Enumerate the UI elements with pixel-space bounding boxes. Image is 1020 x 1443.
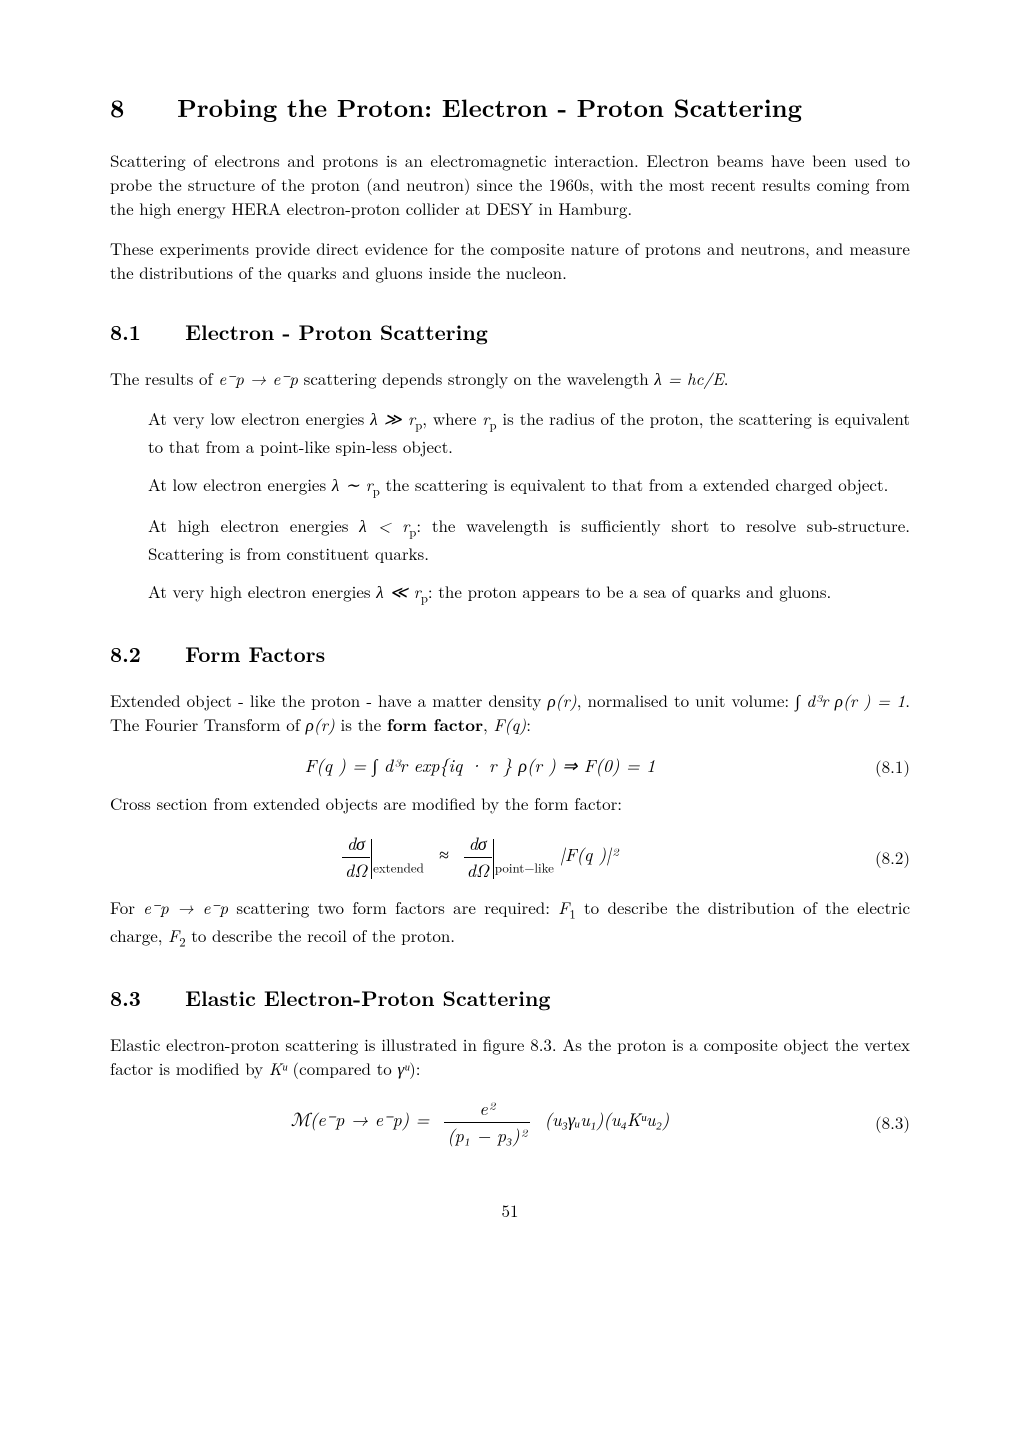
text: , where [422, 406, 482, 430]
section-title: 8 Probing the Proton: Electron - Proton … [110, 90, 910, 126]
math-inline: e⁻p → e⁻p [218, 366, 298, 390]
text: (compared to [287, 1056, 398, 1080]
text: scattering two form factors are required… [228, 895, 558, 919]
math: λ ≪ r [376, 579, 421, 603]
math-inline: F1 [558, 895, 575, 919]
math: λ < r [359, 513, 409, 537]
text: . [724, 366, 729, 390]
text: At high electron energies [148, 513, 359, 537]
subsection-8-1-title: 8.1 Electron - Proton Scattering [110, 318, 910, 348]
s81-bullet-3: At high electron energies λ < rp: the wa… [148, 513, 910, 565]
math-inline: F2 [168, 923, 185, 947]
text: The results of [110, 366, 218, 390]
math-inline: e⁻p → e⁻p [143, 895, 228, 919]
math-inline: F(q) [493, 712, 526, 736]
math-inline: rp [482, 406, 496, 430]
section-number: 8 [110, 90, 124, 125]
numerator: dσ [342, 831, 370, 858]
text: is the [335, 712, 387, 736]
text: At very high electron energies [148, 579, 376, 603]
math-inline: λ ≫ rp [370, 406, 422, 430]
s81-lead: The results of e⁻p → e⁻p scattering depe… [110, 366, 910, 390]
subsection-8-2-title: 8.2 Form Factors [110, 640, 910, 670]
fraction: dσ dΩ [342, 831, 370, 883]
text: to describe the recoil of the proton. [186, 923, 455, 947]
s82-paragraph-3: For e⁻p → e⁻p scattering two form factor… [110, 895, 910, 950]
math-lhs: ℳ(e⁻p → e⁻p) = [291, 1107, 430, 1132]
text: ): [409, 1056, 420, 1080]
page-number: 51 [110, 1198, 910, 1222]
math: F [168, 923, 179, 947]
numerator: e² [444, 1096, 529, 1123]
math-inline: λ = hc/E [654, 366, 723, 390]
math-rhs: (u₃γᵤu₁)(u₄Kᵘu₂) [545, 1107, 670, 1132]
subscript-label: point−like [495, 858, 554, 877]
text: Elastic electron-proton scattering is il… [110, 1032, 910, 1080]
text: At very low electron energies [148, 406, 370, 430]
equation-8-3: ℳ(e⁻p → e⁻p) = e² (p₁ − p₃)² (u₃γᵤu₁)(u₄… [110, 1096, 910, 1148]
s81-bullet-4: At very high electron energies λ ≪ rp: t… [148, 579, 910, 606]
math-inline: γᵘ [397, 1056, 409, 1080]
math-inline: Kᵘ [269, 1056, 287, 1080]
equation-8-1: F(q⃗ ) = ∫ d³r⃗ exp{iq⃗ · r⃗ } ρ(r⃗ ) ⇒ … [110, 753, 910, 779]
eval-bar [371, 839, 372, 879]
math-inline: ρ(r) [306, 712, 335, 736]
text: scattering depends strongly on the wavel… [298, 366, 654, 390]
math-inline: ∫ d³r⃗ ρ(r⃗ ) = 1 [795, 688, 905, 712]
math: F [558, 895, 569, 919]
denominator: (p₁ − p₃)² [444, 1123, 529, 1149]
s83-paragraph-1: Elastic electron-proton scattering is il… [110, 1032, 910, 1080]
subsection-number: 8.2 [110, 639, 141, 669]
math-inline: λ < rp [359, 513, 416, 537]
bold-term: form factor [387, 713, 483, 737]
section-text: Probing the Proton: Electron - Proton Sc… [177, 90, 802, 125]
equation-body: dσ dΩ extended ≈ dσ dΩ point−like |F(q⃗ … [110, 831, 850, 883]
equation-body: F(q⃗ ) = ∫ d³r⃗ exp{iq⃗ · r⃗ } ρ(r⃗ ) ⇒ … [110, 753, 850, 779]
subsection-text: Form Factors [185, 639, 325, 669]
subscript: p [421, 588, 428, 606]
numerator: dσ [464, 831, 492, 858]
equation-number: (8.3) [850, 1110, 910, 1134]
math-inline: ρ(r) [547, 688, 576, 712]
intro-paragraph-1: Scattering of electrons and protons is a… [110, 148, 910, 220]
text: : the proton appears to be a sea of quar… [428, 579, 831, 603]
subsection-text: Elastic Electron-Proton Scattering [185, 983, 550, 1013]
s81-bullet-2: At low electron energies λ ∼ rp the scat… [148, 472, 910, 499]
subsection-text: Electron - Proton Scattering [185, 317, 488, 347]
text: Extended object - like the proton - have… [110, 688, 547, 712]
text: , [483, 712, 493, 736]
text: At low electron energies [148, 472, 332, 496]
equation-body: ℳ(e⁻p → e⁻p) = e² (p₁ − p₃)² (u₃γᵤu₁)(u₄… [110, 1096, 850, 1148]
math: λ ∼ r [332, 472, 373, 496]
eval-bar [493, 839, 494, 879]
subsection-8-3-title: 8.3 Elastic Electron-Proton Scattering [110, 984, 910, 1014]
text: the scattering is equivalent to that fro… [380, 472, 888, 496]
subscript: p [489, 415, 496, 433]
approx-symbol: ≈ [439, 842, 449, 867]
equation-number: (8.1) [850, 754, 910, 778]
equation-number: (8.2) [850, 845, 910, 869]
s82-paragraph-1: Extended object - like the proton - have… [110, 688, 910, 737]
text: , normalised to unit volume: [577, 688, 795, 712]
math-inline: λ ∼ rp [332, 472, 380, 496]
subscript-label: extended [373, 858, 424, 877]
s81-bullet-block: At very low electron energies λ ≫ rp, wh… [110, 406, 910, 606]
math-rhs: |F(q⃗ )|² [560, 842, 618, 867]
text: For [110, 895, 143, 919]
intro-paragraph-2: These experiments provide direct evidenc… [110, 236, 910, 284]
fraction: dσ dΩ [464, 831, 492, 883]
equation-8-2: dσ dΩ extended ≈ dσ dΩ point−like |F(q⃗ … [110, 831, 910, 883]
s81-bullet-1: At very low electron energies λ ≫ rp, wh… [148, 406, 910, 458]
denominator: dΩ [342, 858, 370, 884]
s82-paragraph-2: Cross section from extended objects are … [110, 791, 910, 815]
denominator: dΩ [464, 858, 492, 884]
subsection-number: 8.1 [110, 317, 141, 347]
subscript: p [373, 481, 380, 499]
subsection-number: 8.3 [110, 983, 141, 1013]
text: : [526, 712, 531, 736]
fraction: e² (p₁ − p₃)² [444, 1096, 529, 1148]
math-inline: λ ≪ rp [376, 579, 428, 603]
math: λ ≫ r [370, 406, 415, 430]
